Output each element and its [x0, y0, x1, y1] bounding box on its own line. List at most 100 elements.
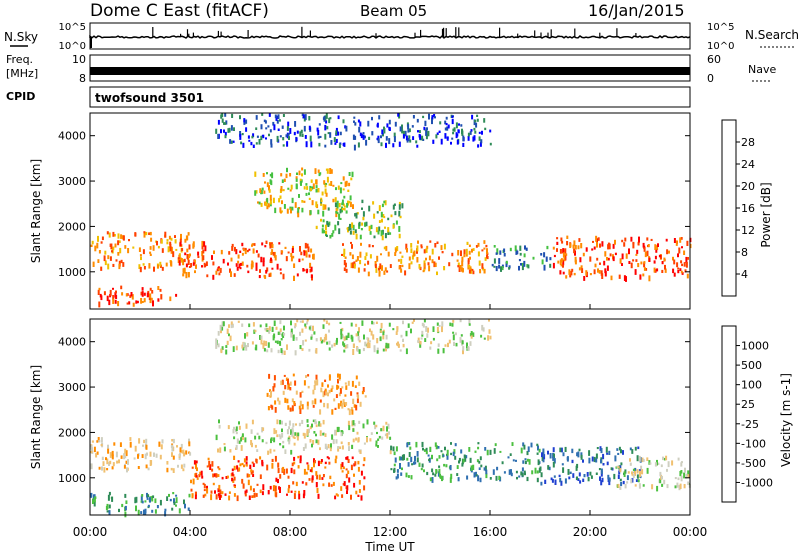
beam-label: Beam 05 [360, 2, 427, 20]
scatter-cell [280, 380, 283, 386]
scatter-cell [407, 475, 410, 478]
scatter-cell [160, 239, 163, 244]
scatter-cell [228, 251, 231, 255]
scatter-cell [457, 265, 460, 268]
scatter-cell [368, 244, 371, 248]
colorbar-tick-label: -1000 [741, 476, 773, 489]
scatter-cell [467, 260, 470, 265]
scatter-cell [458, 123, 460, 126]
scatter-cell [231, 113, 234, 118]
scatter-cell [625, 276, 627, 282]
scatter-cell [305, 141, 308, 148]
scatter-cell [663, 457, 666, 461]
scatter-cell [423, 260, 426, 265]
scatter-cell [164, 231, 167, 238]
scatter-cell [568, 476, 571, 480]
scatter-cell [347, 470, 350, 474]
scatter-cell [414, 461, 417, 465]
scatter-cell [251, 244, 253, 247]
scatter-cell [172, 455, 175, 460]
scatter-cell [362, 387, 365, 393]
scatter-cell [460, 250, 462, 257]
scatter-cell [686, 273, 689, 279]
scatter-cell [290, 252, 293, 257]
scatter-cell [189, 452, 192, 456]
scatter-cell [122, 235, 125, 241]
scatter-cell [596, 447, 599, 450]
scatter-cell [576, 476, 578, 480]
scatter-cell [301, 404, 304, 410]
scatter-cell [267, 125, 270, 128]
scatter-cell [194, 494, 197, 500]
scatter-cell [205, 261, 208, 266]
scatter-cell [357, 438, 360, 443]
power-colorbar-label: Power [dB] [759, 182, 773, 247]
scatter-cell [215, 270, 218, 275]
scatter-cell [235, 444, 238, 450]
scatter-cell [683, 262, 686, 267]
scatter-cell [311, 443, 313, 448]
scatter-cell [247, 479, 250, 486]
scatter-cell [282, 390, 285, 395]
scatter-cell [341, 334, 344, 338]
scatter-cell [316, 379, 319, 386]
scatter-cell [392, 224, 395, 229]
scatter-cell [335, 138, 338, 143]
scatter-cell [120, 259, 123, 264]
scatter-cell [642, 242, 645, 248]
scatter-cell [606, 452, 609, 455]
scatter-cell [573, 248, 576, 254]
scatter-cell [326, 446, 328, 450]
scatter-cell [358, 381, 361, 386]
scatter-cell [293, 493, 296, 499]
scatter-cell [309, 135, 312, 142]
scatter-cell [169, 241, 172, 246]
scatter-cell [540, 481, 543, 486]
scatter-cell [264, 120, 267, 124]
scatter-cell [400, 456, 403, 461]
scatter-cell [524, 458, 527, 461]
scatter-cell [90, 463, 93, 470]
scatter-cell [159, 288, 162, 292]
scatter-cell [305, 192, 308, 196]
scatter-cell [265, 441, 268, 445]
scatter-cell [301, 133, 304, 137]
scatter-cell [437, 343, 440, 347]
scatter-cell [317, 209, 320, 215]
scatter-cell [368, 136, 371, 140]
scatter-cell [660, 254, 662, 260]
scatter-cell [149, 253, 152, 256]
scatter-cell [310, 266, 313, 272]
scatter-cell [279, 419, 282, 425]
scatter-cell [320, 459, 323, 463]
scatter-cell [356, 392, 359, 395]
scatter-cell [346, 227, 349, 230]
scatter-cell [632, 474, 635, 478]
scatter-cell [552, 461, 555, 468]
scatter-cell [386, 347, 388, 350]
scatter-cell [357, 267, 360, 273]
scatter-cell [268, 331, 271, 334]
scatter-cell [229, 268, 231, 273]
scatter-cell [628, 261, 631, 264]
scatter-cell [425, 450, 428, 455]
scatter-cell [334, 429, 337, 436]
scatter-cell [166, 496, 169, 501]
scatter-cell [423, 319, 426, 323]
scatter-cell [380, 330, 383, 333]
scatter-cell [274, 114, 277, 119]
scatter-cell [371, 320, 374, 325]
scatter-cell [261, 439, 264, 443]
scatter-cell [509, 453, 512, 456]
scatter-cell [245, 423, 248, 429]
scatter-cell [346, 202, 349, 208]
scatter-cell [483, 269, 486, 274]
scatter-cell [287, 187, 290, 190]
scatter-cell [493, 448, 496, 454]
scatter-cell [387, 230, 390, 235]
scatter-cell [641, 457, 644, 463]
scatter-cell [656, 459, 658, 466]
scatter-cell [324, 466, 327, 469]
scatter-cell [361, 207, 363, 210]
